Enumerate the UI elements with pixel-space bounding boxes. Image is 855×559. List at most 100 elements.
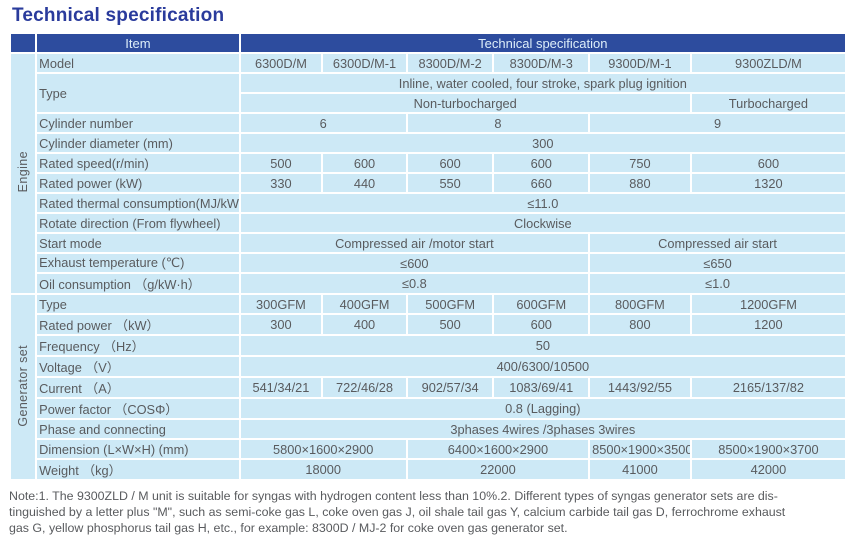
footnote: Note:1. The 9300ZLD / M unit is suitable…	[9, 488, 847, 536]
spec-cell: 800GFM	[590, 295, 690, 313]
spec-cell: 1320	[691, 174, 845, 192]
spec-cell: 660	[494, 174, 589, 192]
spec-cell: 42000	[691, 460, 845, 479]
footnote-line: Note:1. The 9300ZLD / M unit is suitable…	[9, 489, 778, 503]
spec-cell: 6300D/M	[240, 54, 322, 72]
table-row: Phase and connecting 3phases 4wires /3pha…	[11, 420, 845, 438]
table-row: Cylinder diameter (mm) 300	[11, 134, 845, 152]
table-row: Frequency （Hz） 50	[11, 336, 845, 355]
spec-cell: 22000	[407, 460, 589, 479]
spec-cell: 8	[407, 114, 589, 132]
item-cell: Start mode	[37, 234, 239, 252]
table-row: Rated power (kW) 330 440 550 660 880 1320	[11, 174, 845, 192]
item-cell: Weight （kg）	[37, 460, 239, 479]
table-header-row: Item Technical specification	[11, 34, 845, 52]
spec-cell: 0.8 (Lagging)	[240, 399, 845, 418]
spec-cell: 9300D/M-1	[590, 54, 690, 72]
spec-cell: 6	[240, 114, 406, 132]
header-item-cell: Item	[37, 34, 239, 52]
footnote-line: tinguished by a letter plus "M", such as…	[9, 505, 786, 520]
page-title: Technical specification	[12, 5, 225, 26]
table-row: Exhaust temperature (℃) ≤600 ≤650	[11, 254, 845, 272]
spec-cell: ≤1.0	[590, 274, 845, 293]
table-row: Weight （kg） 18000 22000 41000 42000	[11, 460, 845, 479]
spec-cell: 1200	[691, 315, 845, 334]
table-row: Rated power （kW） 300 400 500 600 800 1200	[11, 315, 845, 334]
item-cell: Cylinder number	[37, 114, 239, 132]
spec-cell: 400	[323, 315, 406, 334]
spec-cell: ≤650	[590, 254, 845, 272]
item-cell: Cylinder diameter (mm)	[37, 134, 239, 152]
header-spec-cell: Technical specification	[240, 34, 845, 52]
spec-cell: Turbocharged	[691, 94, 845, 112]
spec-table: Item Technical specification Engine Model…	[9, 32, 847, 481]
table-row: Type Inline, water cooled, four stroke, s…	[11, 74, 845, 112]
spec-cell: 902/57/34	[407, 378, 493, 397]
table-row: Start mode Compressed air /motor start Com…	[11, 234, 845, 252]
spec-cell: ≤0.8	[240, 274, 589, 293]
spec-cell: 500GFM	[407, 295, 493, 313]
item-cell: Rotate direction (From flywheel)	[37, 214, 239, 232]
spec-cell: 9	[590, 114, 845, 132]
spec-cell: Inline, water cooled, four stroke, spark…	[240, 74, 845, 92]
spec-cell: 440	[323, 174, 406, 192]
item-cell: Model	[37, 54, 239, 72]
spec-cell: Clockwise	[240, 214, 845, 232]
table-row: Engine Model 6300D/M 6300D/M-1 8300D/M-2 8300…	[11, 54, 845, 293]
table-row: Current （A） 541/34/21 722/46/28 902/57/34 10…	[11, 378, 845, 397]
spec-cell: 800	[590, 315, 690, 334]
spec-cell: 330	[240, 174, 322, 192]
spec-cell: 722/46/28	[323, 378, 406, 397]
spec-cell: 1200GFM	[691, 295, 845, 313]
spec-cell: ≤11.0	[240, 194, 845, 212]
spec-cell: 541/34/21	[240, 378, 322, 397]
spec-cell: 400GFM	[323, 295, 406, 313]
section-label-generator-set: Generator set	[11, 295, 36, 479]
table-row: Non-turbocharged Turbocharged	[11, 94, 845, 112]
item-cell: Rated power (kW)	[37, 174, 239, 192]
spec-cell: 600	[691, 154, 845, 172]
item-cell: Oil consumption （g/kW·h）	[37, 274, 239, 293]
item-cell: Rated speed(r/min)	[37, 154, 239, 172]
spec-cell: 600	[407, 154, 493, 172]
spec-cell: Compressed air start	[590, 234, 845, 252]
item-cell: Type	[37, 295, 239, 313]
spec-cell: Compressed air /motor start	[240, 234, 589, 252]
spec-cell: 41000	[590, 460, 690, 479]
item-cell: Exhaust temperature (℃)	[37, 254, 239, 272]
spec-cell: 8500×1900×3500	[590, 440, 690, 458]
spec-cell: 750	[590, 154, 690, 172]
spec-cell: ≤600	[240, 254, 589, 272]
header-corner-cell	[11, 34, 36, 52]
spec-cell: 9300ZLD/M	[691, 54, 845, 72]
spec-cell: 600GFM	[494, 295, 589, 313]
footnote-line: gas G, yellow phosphorus tail gas H, etc…	[9, 521, 568, 536]
table-row: Generator set Type 300GFM 400GFM 500GFM 600GF…	[11, 295, 845, 479]
item-cell: Phase and connecting	[37, 420, 239, 438]
table-row: Rated thermal consumption(MJ/kW·h) ≤11.0	[11, 194, 845, 212]
spec-cell: 8300D/M-3	[494, 54, 589, 72]
section-label-text: Generator set	[15, 344, 30, 427]
spec-cell: 8500×1900×3700	[691, 440, 845, 458]
spec-cell: Non-turbocharged	[240, 94, 690, 112]
spec-cell: 600	[494, 154, 589, 172]
item-cell: Current （A）	[37, 378, 239, 397]
table-row: Rated speed(r/min) 500 600 600 600 750 600	[11, 154, 845, 172]
spec-cell: 6300D/M-1	[323, 54, 406, 72]
spec-cell: 500	[240, 154, 322, 172]
spec-cell: 400/6300/10500	[240, 357, 845, 376]
spec-cell: 1443/92/55	[590, 378, 690, 397]
item-cell: Frequency （Hz）	[37, 336, 239, 355]
spec-cell: 6400×1600×2900	[407, 440, 589, 458]
table-row: Voltage （V） 400/6300/10500	[11, 357, 845, 376]
spec-cell: 3phases 4wires /3phases 3wires	[240, 420, 845, 438]
table-row: Cylinder number 6 8 9	[11, 114, 845, 132]
item-cell: Power factor （COSΦ）	[37, 399, 239, 418]
spec-cell: 300GFM	[240, 295, 322, 313]
section-label-engine: Engine	[11, 54, 36, 293]
spec-cell: 50	[240, 336, 845, 355]
spec-cell: 550	[407, 174, 493, 192]
spec-cell: 880	[590, 174, 690, 192]
spec-cell: 2165/137/82	[691, 378, 845, 397]
spec-cell: 18000	[240, 460, 406, 479]
